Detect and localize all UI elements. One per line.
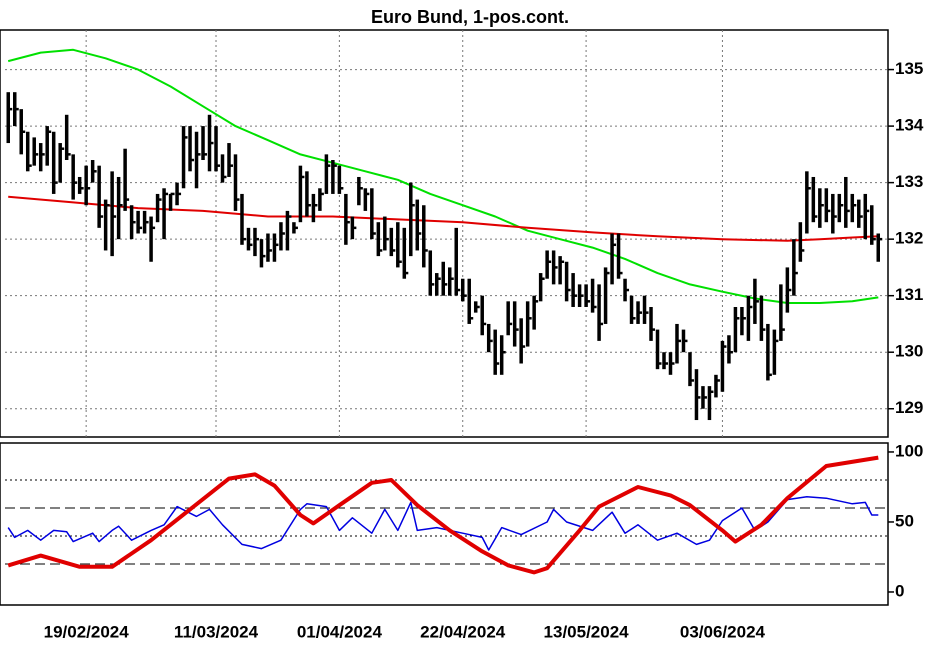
y-tick-label: 129 bbox=[895, 398, 923, 417]
x-tick-label: 13/05/2024 bbox=[544, 622, 630, 641]
oscillator-line bbox=[7, 496, 879, 551]
y-tick-label: 50 bbox=[895, 511, 914, 530]
y-tick-label: 135 bbox=[895, 59, 923, 78]
x-tick-label: 22/04/2024 bbox=[420, 622, 506, 641]
y-tick-label: 133 bbox=[895, 172, 923, 191]
chart-title: Euro Bund, 1-pos.cont. bbox=[371, 7, 569, 27]
x-tick-label: 11/03/2024 bbox=[174, 622, 259, 641]
moving-average bbox=[7, 48, 879, 304]
y-tick-label: 130 bbox=[895, 342, 923, 361]
x-tick-label: 19/02/2024 bbox=[44, 622, 130, 641]
x-tick-label: 03/06/2024 bbox=[680, 622, 766, 641]
panel-frame bbox=[0, 442, 889, 606]
y-tick-label: 132 bbox=[895, 229, 923, 248]
oscillator-line bbox=[7, 455, 879, 575]
panel-frame bbox=[0, 29, 889, 438]
y-tick-label: 134 bbox=[895, 116, 924, 135]
x-tick-label: 01/04/2024 bbox=[297, 622, 383, 641]
y-tick-label: 0 bbox=[895, 581, 904, 600]
y-tick-label: 100 bbox=[895, 441, 923, 460]
y-tick-label: 131 bbox=[895, 285, 923, 304]
